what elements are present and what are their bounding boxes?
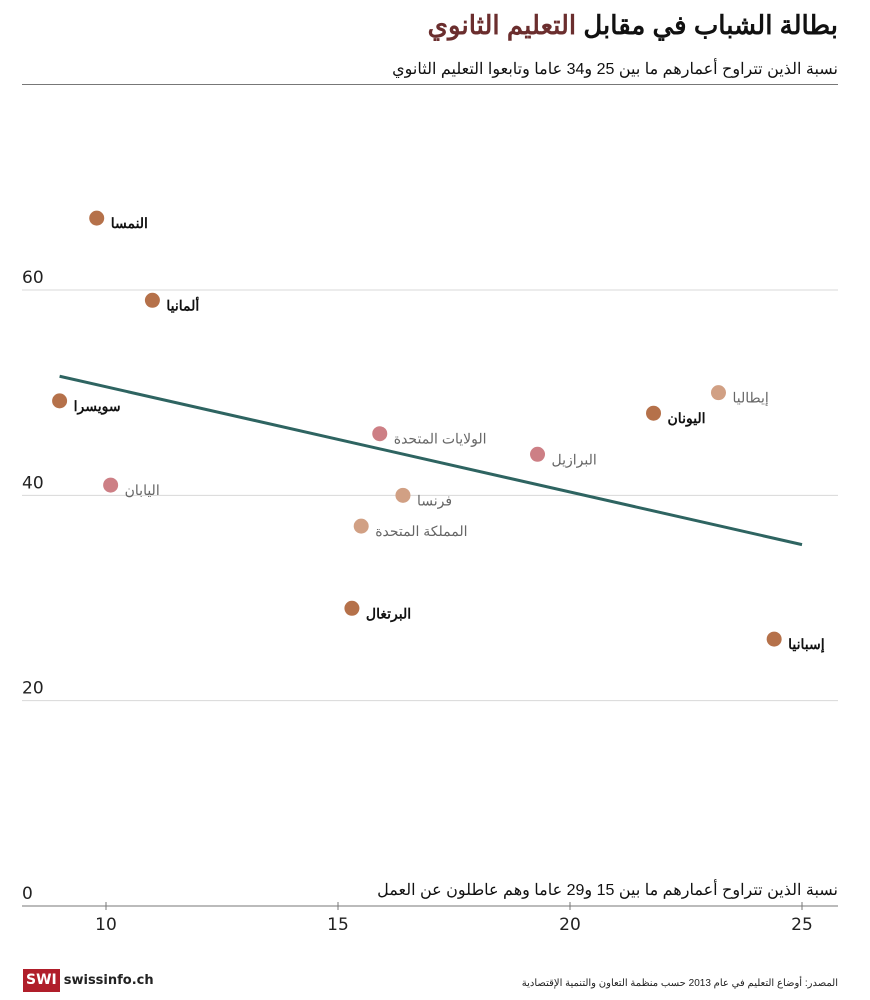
data-point: [144, 292, 160, 308]
y-tick-label: 20: [22, 679, 44, 699]
x-tick-label: 20: [559, 915, 581, 935]
data-point: [89, 210, 105, 226]
data-label: البرازيل: [552, 451, 597, 468]
x-axis-title: نسبة الذين تتراوح أعمارهم ما بين 15 و29 …: [377, 880, 838, 900]
data-point: [372, 426, 388, 442]
logo-mark: SWI: [23, 969, 60, 992]
trend-line: [59, 374, 803, 547]
x-tick-label: 25: [791, 915, 813, 935]
swissinfo-logo[interactable]: SWI swissinfo.ch: [23, 969, 154, 992]
data-point: [766, 631, 782, 647]
data-label: النمسا: [111, 215, 148, 231]
chart-title-accent: التعليم الثانوي: [427, 10, 577, 40]
chart-title: بطالة الشباب في مقابل التعليم الثانوي: [428, 10, 838, 41]
data-label: ألمانيا: [166, 295, 199, 313]
data-label: إيطاليا: [732, 390, 768, 407]
data-label: إسبانيا: [788, 636, 825, 654]
y-tick-label: 40: [22, 473, 44, 493]
data-label: اليونان: [668, 410, 706, 427]
y-tick-label: 60: [22, 268, 44, 288]
header-divider: [22, 84, 838, 85]
data-point: [395, 487, 411, 503]
data-label: البرتغال: [366, 605, 411, 622]
data-label: اليابان: [125, 482, 160, 498]
data-point: [530, 446, 546, 462]
data-label: المملكة المتحدة: [375, 523, 467, 539]
data-point: [710, 385, 726, 401]
data-label: الولايات المتحدة: [394, 431, 487, 448]
source-note: المصدر: أوضاع التعليم في عام 2013 حسب من…: [521, 978, 838, 989]
gridlines: [22, 289, 838, 702]
y-tick-label: 0: [22, 884, 33, 904]
data-point: [344, 600, 360, 616]
data-point: [103, 477, 119, 493]
x-tick-label: 10: [95, 915, 117, 935]
data-point: [353, 518, 369, 534]
trend-line-group: [59, 374, 803, 547]
data-label: سويسرا: [74, 398, 121, 415]
x-tick-label: 15: [327, 915, 349, 935]
data-point: [52, 393, 68, 409]
y-axis-title: نسبة الذين تتراوح أعمارهم ما بين 25 و34 …: [392, 61, 838, 78]
x-axis: 10 15 20 25: [22, 902, 838, 935]
data-points: النمسا ألمانيا سويسرا اليابان الولايات المتح…: [52, 210, 825, 654]
y-tick-labels: 0 20 40 60: [22, 268, 44, 904]
logo-site: swissinfo.ch: [63, 973, 154, 988]
chart-title-main: بطالة الشباب في مقابل: [583, 10, 838, 40]
data-point: [646, 405, 662, 421]
data-label: فرنسا: [417, 492, 452, 509]
